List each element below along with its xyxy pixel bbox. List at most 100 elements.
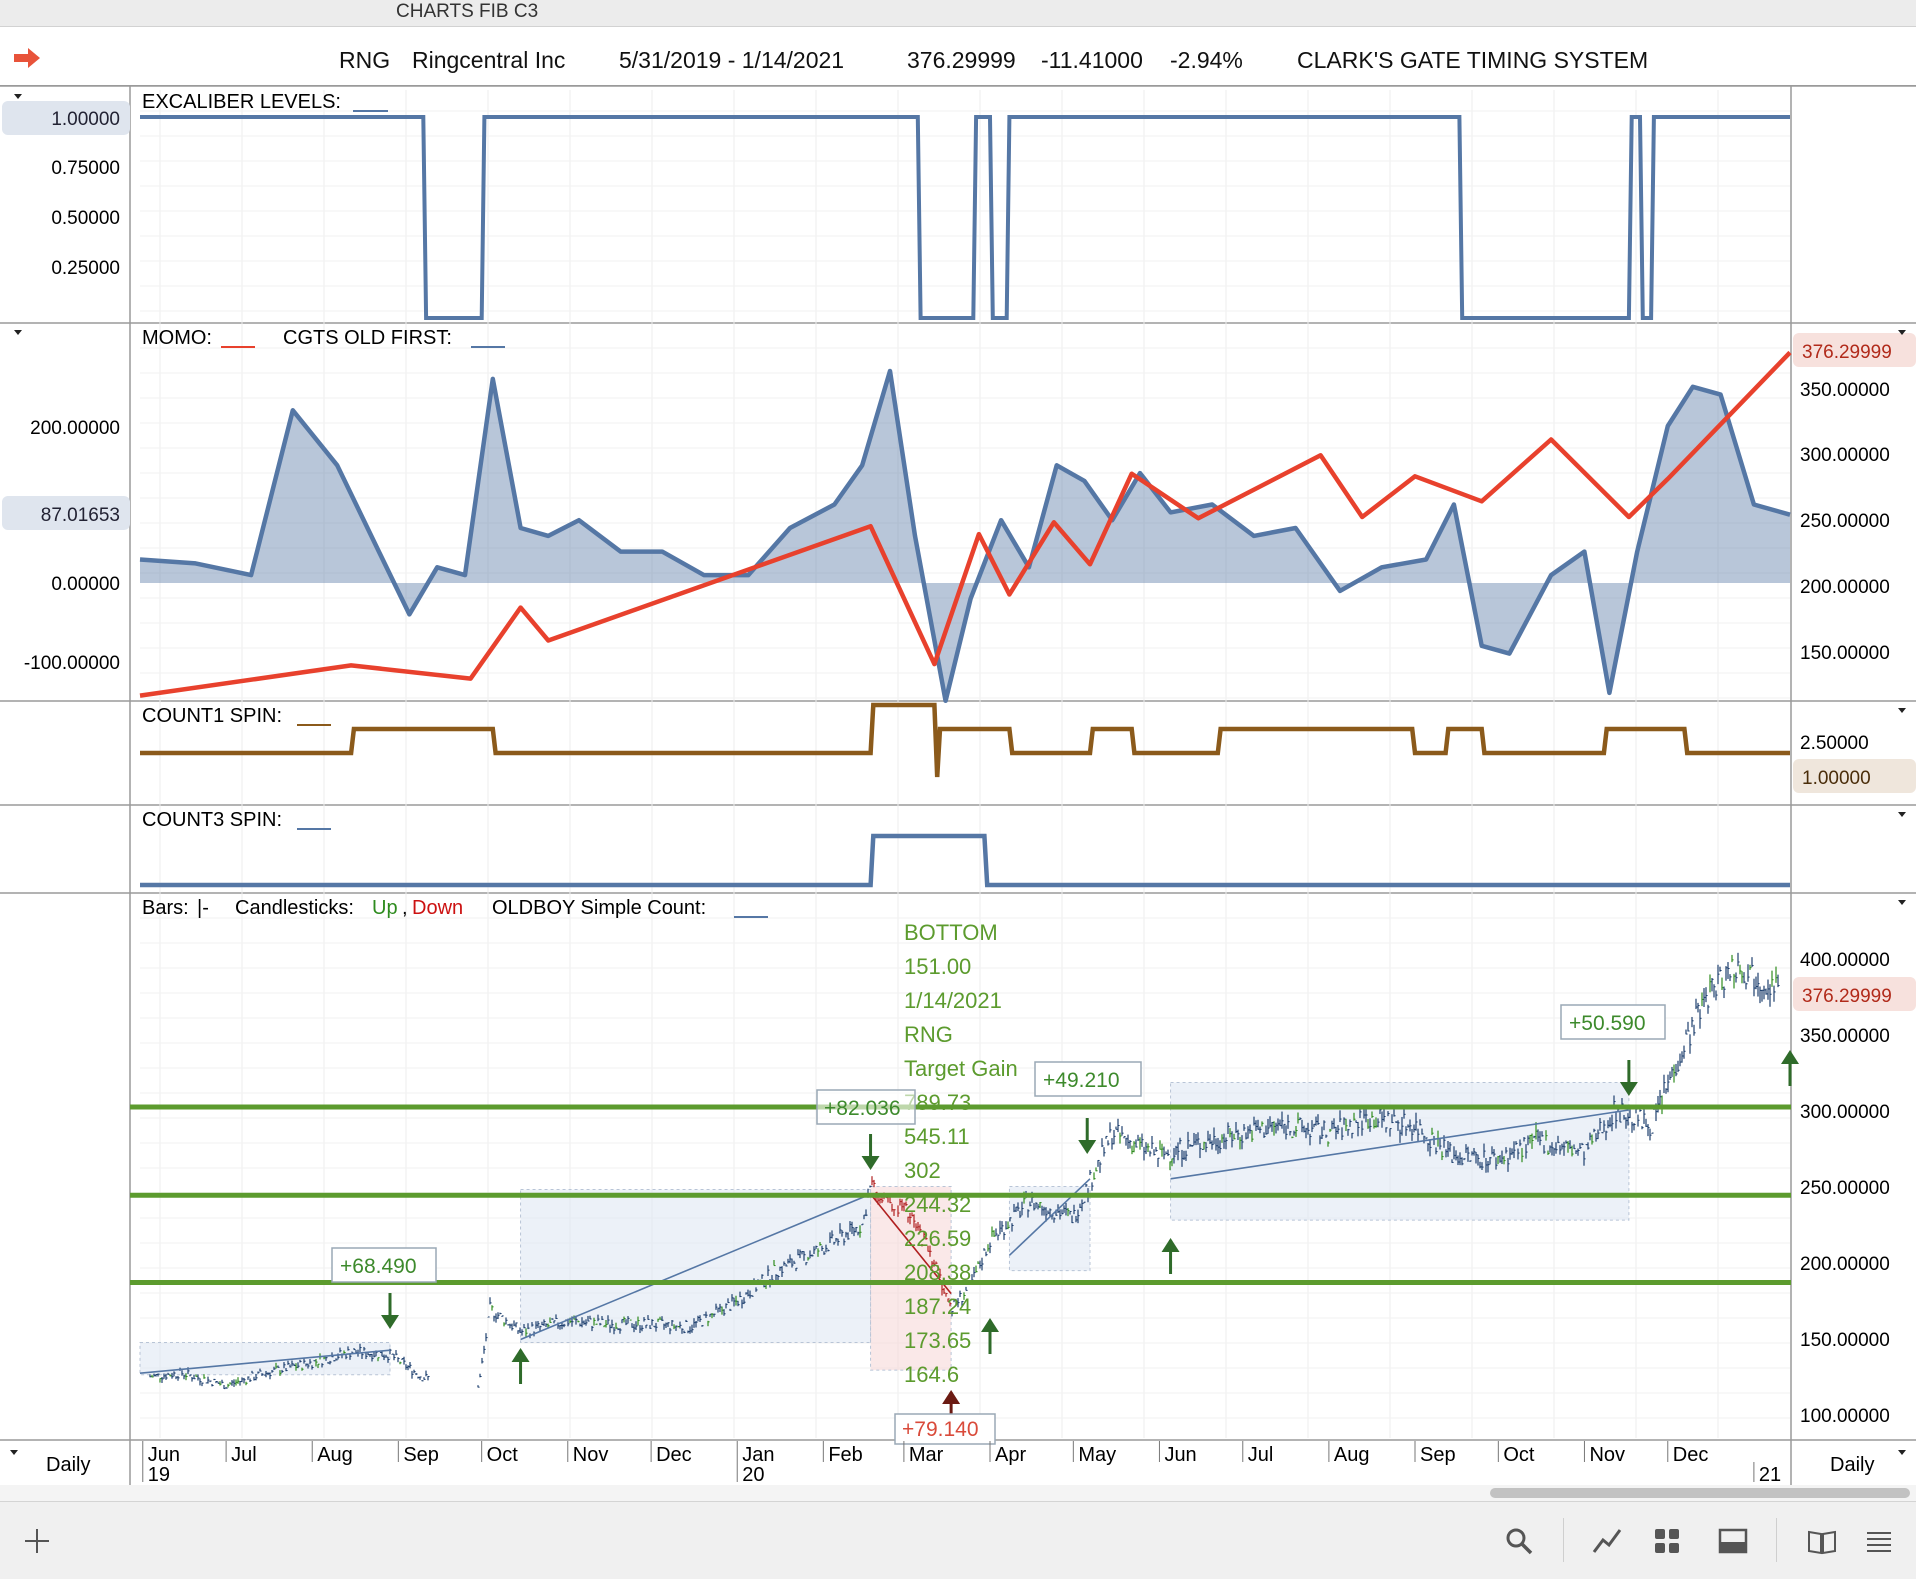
add-icon[interactable] xyxy=(20,1524,54,1558)
excaliber-label: EXCALIBER LEVELS: xyxy=(142,91,341,113)
up-arrow-head xyxy=(1161,1238,1180,1252)
momo-left-tick: 0.00000 xyxy=(51,574,120,595)
month-label: May xyxy=(1078,1444,1116,1466)
excaliber-current-badge xyxy=(2,101,130,135)
excaliber-tick: 0.75000 xyxy=(51,158,120,179)
pane-menu-icon xyxy=(1898,812,1906,817)
excaliber-current-value: 1.00000 xyxy=(51,109,120,130)
gain-label: +82.036 xyxy=(824,1097,901,1120)
price-axis: 400.00000 350.00000 300.00000 250.00000 … xyxy=(1800,950,1890,1427)
pane-menu-icon xyxy=(1898,708,1906,713)
grid-icon[interactable] xyxy=(1650,1524,1684,1558)
trend-line xyxy=(869,1193,952,1295)
horizontal-scrollbar[interactable] xyxy=(0,1485,1916,1501)
menu-icon[interactable] xyxy=(1862,1524,1896,1558)
scrollbar-thumb[interactable] xyxy=(1490,1488,1910,1498)
month-label: Aug xyxy=(1334,1444,1370,1466)
annotation-text: 151.00 xyxy=(904,954,971,979)
cgts-area-fill xyxy=(140,371,1790,701)
price-label-comma: , xyxy=(402,897,408,919)
cgts-current-value: 87.01653 xyxy=(41,505,120,526)
annotation-text: Target Gain xyxy=(904,1056,1018,1081)
month-label: Nov xyxy=(573,1444,609,1466)
down-arrow-head xyxy=(381,1315,399,1329)
down-arrow-head xyxy=(1619,1082,1638,1096)
price-current-badge xyxy=(1793,977,1916,1011)
header-date-range: 5/31/2019 - 1/14/2021 xyxy=(619,47,845,73)
chart-line-icon[interactable] xyxy=(1590,1524,1624,1558)
month-label: Sep xyxy=(403,1444,439,1466)
month-label: Oct xyxy=(487,1444,519,1466)
annotation-text: 1/14/2021 xyxy=(904,988,1002,1013)
header-last-price: 376.29999 xyxy=(907,47,1016,73)
chart-area[interactable]: EXCALIBER LEVELS: 1.00000 0.75000 0.5000… xyxy=(0,0,1916,1485)
price-label-candles: Candlesticks: xyxy=(235,897,354,919)
gain-label: +79.140 xyxy=(902,1418,979,1441)
momo-right-tick: 300.00000 xyxy=(1800,445,1890,466)
momo-right-tick: 200.00000 xyxy=(1800,577,1890,598)
annotation-text: 187.24 xyxy=(904,1294,971,1319)
annotation-text: 244.32 xyxy=(904,1192,971,1217)
count1-current-badge xyxy=(1793,759,1916,793)
momo-right-tick: 150.00000 xyxy=(1800,643,1890,664)
price-label-down: Down xyxy=(412,897,463,919)
month-label: Jan xyxy=(742,1444,774,1466)
down-arrow-head xyxy=(861,1156,880,1170)
month-label: Oct xyxy=(1503,1444,1535,1466)
month-label: Jul xyxy=(1248,1444,1274,1466)
momo-current-value: 376.29999 xyxy=(1802,342,1892,363)
year-label: 21 xyxy=(1759,1464,1781,1485)
price-tick: 100.00000 xyxy=(1800,1406,1890,1427)
price-pane: Bars: |- Candlesticks: Up , Down OLDBOY … xyxy=(130,897,1916,1445)
search-icon[interactable] xyxy=(1502,1524,1536,1558)
pane-menu-icons[interactable] xyxy=(10,94,1906,1455)
momo-label: MOMO: xyxy=(142,327,212,349)
count-box xyxy=(1008,1186,1091,1272)
momo-left-tick: 200.00000 xyxy=(30,418,120,439)
header-change: -11.41000 xyxy=(1041,47,1143,73)
cgts-series-line xyxy=(139,368,1791,704)
annotation-text: 164.6 xyxy=(904,1362,959,1387)
red-arrow-icon[interactable] xyxy=(12,47,42,69)
excaliber-tick: 0.25000 xyxy=(51,258,120,279)
count3-label: COUNT3 SPIN: xyxy=(142,809,282,831)
pane-menu-icon xyxy=(14,330,22,335)
period-left[interactable]: Daily xyxy=(46,1454,90,1476)
panel-icon[interactable] xyxy=(1716,1524,1750,1558)
momo-pane: MOMO: CGTS OLD FIRST: 200.00000 0.00000 … xyxy=(2,327,1916,704)
price-label-bars: Bars: xyxy=(142,897,189,919)
annotation-text: 545.11 xyxy=(904,1124,970,1149)
gain-label: +49.210 xyxy=(1043,1069,1120,1092)
trend-line xyxy=(1170,1109,1630,1180)
month-label: Sep xyxy=(1420,1444,1456,1466)
annotation-text: 173.65 xyxy=(904,1328,971,1353)
month-label: Dec xyxy=(656,1444,692,1466)
trend-line xyxy=(139,1349,391,1374)
month-label: Aug xyxy=(317,1444,353,1466)
count3-series-line xyxy=(140,833,1790,888)
gain-label: +50.590 xyxy=(1569,1012,1646,1035)
momo-right-tick: 350.00000 xyxy=(1800,380,1890,401)
down-arrow-head xyxy=(1078,1140,1097,1154)
up-arrow-head xyxy=(1781,1050,1799,1064)
count1-label: COUNT1 SPIN: xyxy=(142,705,282,727)
bottom-toolbar xyxy=(0,1501,1916,1579)
price-current-value: 376.29999 xyxy=(1802,986,1892,1007)
momo-left-tick: -100.00000 xyxy=(24,653,120,674)
annotation-text: 302 xyxy=(904,1158,941,1183)
header-pct-change: -2.94% xyxy=(1170,47,1243,73)
momo-series-line xyxy=(139,350,1792,698)
month-label: Jun xyxy=(148,1444,180,1466)
excaliber-tick: 0.50000 xyxy=(51,208,120,229)
period-right[interactable]: Daily xyxy=(1830,1454,1874,1476)
bottom-annotation: BOTTOM 151.00 1/14/2021 RNG Target Gain … xyxy=(904,920,1018,1387)
annotation-text: 208.38 xyxy=(904,1260,971,1285)
price-tick: 150.00000 xyxy=(1800,1330,1890,1351)
book-icon[interactable] xyxy=(1805,1524,1839,1558)
pane-menu-icon xyxy=(10,1450,18,1455)
annotation-text: RNG xyxy=(904,1022,953,1047)
cgts-current-badge xyxy=(2,496,130,530)
count3-pane: COUNT3 SPIN: xyxy=(140,809,1790,888)
year-label: 20 xyxy=(742,1464,764,1485)
month-label: Apr xyxy=(995,1444,1026,1466)
